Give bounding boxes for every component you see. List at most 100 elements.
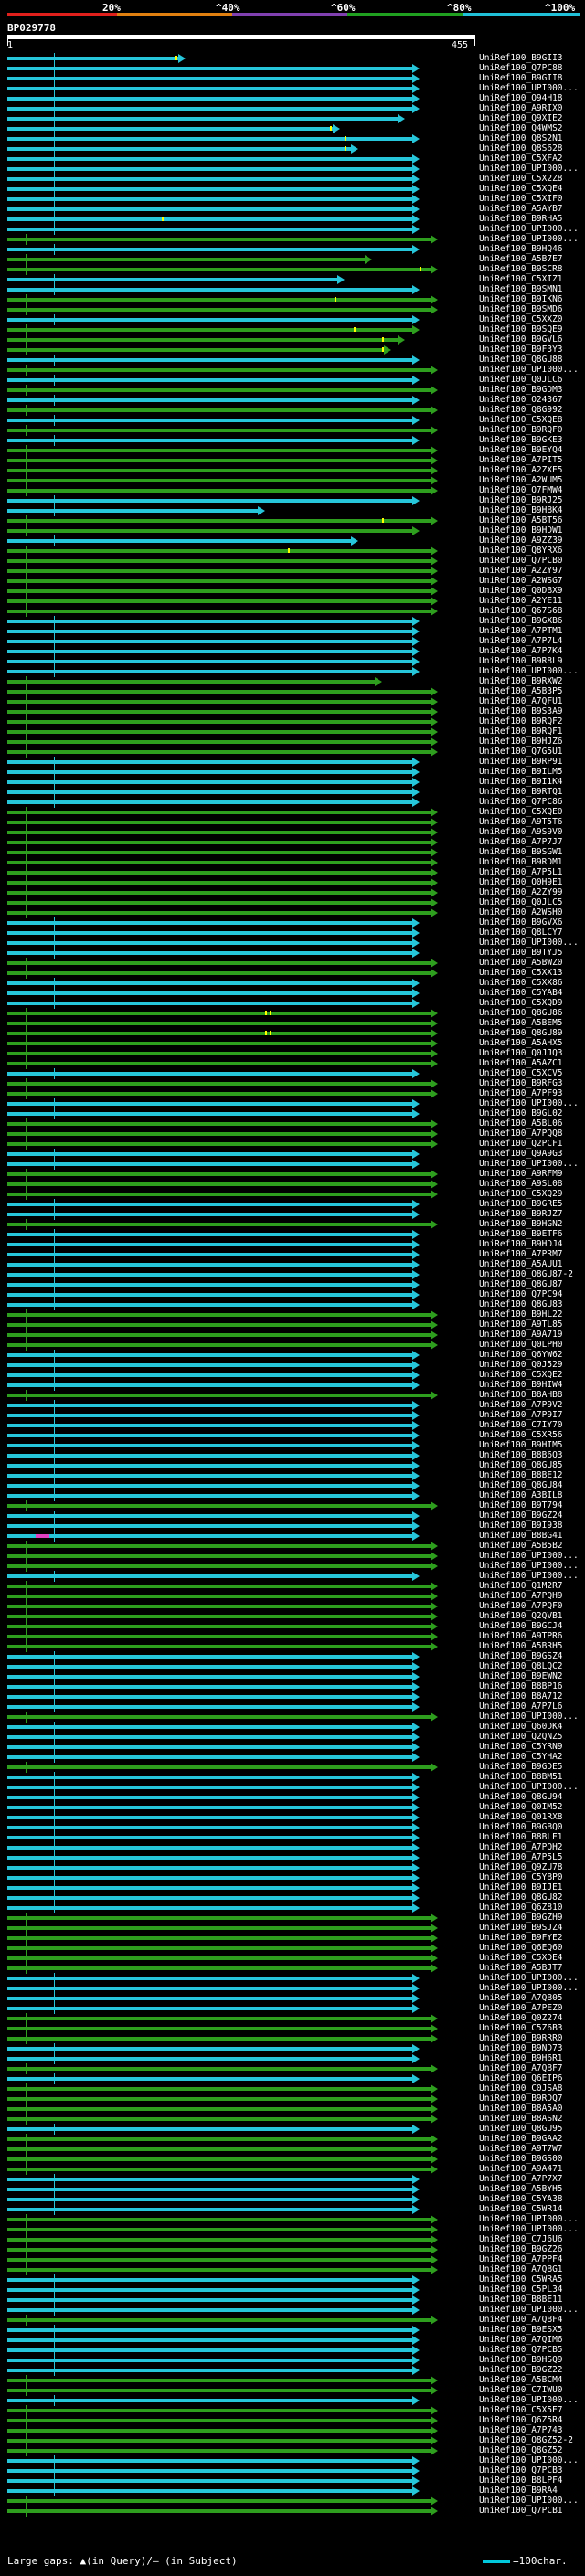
hit-id-link[interactable]: UniRef100_C5XQ29 bbox=[479, 1189, 563, 1199]
hit-row[interactable]: UniRef100_A7PQF0 bbox=[0, 1601, 585, 1612]
hit-id-link[interactable]: UniRef100_Q0IM52 bbox=[479, 1802, 563, 1812]
hit-id-link[interactable]: UniRef100_B9HIM5 bbox=[479, 1440, 563, 1450]
hit-row[interactable]: UniRef100_C5XR56 bbox=[0, 1430, 585, 1441]
hit-id-link[interactable]: UniRef100_C5XX86 bbox=[479, 978, 563, 988]
hit-id-link[interactable]: UniRef100_A3BIL8 bbox=[479, 1490, 563, 1500]
hit-row[interactable]: UniRef100_Q8LQC2 bbox=[0, 1661, 585, 1672]
hit-id-link[interactable]: UniRef100_B9SCR8 bbox=[479, 264, 563, 274]
hit-row[interactable]: UniRef100_B9GSZ4 bbox=[0, 1651, 585, 1662]
hit-id-link[interactable]: UniRef100_A7QFU1 bbox=[479, 696, 563, 706]
hit-id-link[interactable]: UniRef100_Q01RX8 bbox=[479, 1812, 563, 1822]
hit-row[interactable]: UniRef100_B9ESX5 bbox=[0, 2325, 585, 2336]
hit-row[interactable]: UniRef100_B8BM51 bbox=[0, 1772, 585, 1783]
hit-id-link[interactable]: UniRef100_A7P9V2 bbox=[479, 1400, 563, 1410]
hit-id-link[interactable]: UniRef100_B8LPF4 bbox=[479, 2475, 563, 2486]
hit-row[interactable]: UniRef100_B9RJ25 bbox=[0, 495, 585, 506]
hit-row[interactable]: UniRef100_UPI000... bbox=[0, 2496, 585, 2507]
hit-id-link[interactable]: UniRef100_UPI000... bbox=[479, 2496, 579, 2506]
hit-row[interactable]: UniRef100_B9HIM5 bbox=[0, 1440, 585, 1451]
hit-row[interactable]: UniRef100_Q7G5U1 bbox=[0, 747, 585, 758]
hit-id-link[interactable]: UniRef100_B9HSQ9 bbox=[479, 2355, 563, 2365]
hit-row[interactable]: UniRef100_B9GVX6 bbox=[0, 917, 585, 928]
hit-id-link[interactable]: UniRef100_B9GCJ4 bbox=[479, 1621, 563, 1631]
hit-id-link[interactable]: UniRef100_B9HJZ6 bbox=[479, 737, 563, 747]
hit-id-link[interactable]: UniRef100_Q0JLC5 bbox=[479, 897, 563, 907]
hit-row[interactable]: UniRef100_Q4WMS2 bbox=[0, 123, 585, 134]
hit-id-link[interactable]: UniRef100_C0JSA8 bbox=[479, 2083, 563, 2094]
hit-id-link[interactable]: UniRef100_A5BWZ0 bbox=[479, 958, 563, 968]
hit-row[interactable]: UniRef100_B9GRE5 bbox=[0, 1199, 585, 1210]
hit-row[interactable]: UniRef100_B9HGN2 bbox=[0, 1219, 585, 1230]
hit-id-link[interactable]: UniRef100_A9A471 bbox=[479, 2164, 563, 2174]
hit-id-link[interactable]: UniRef100_C5YAB4 bbox=[479, 988, 563, 998]
hit-row[interactable]: UniRef100_B9SJZ4 bbox=[0, 1923, 585, 1934]
hit-id-link[interactable]: UniRef100_Q0H9E1 bbox=[479, 877, 563, 887]
hit-row[interactable]: UniRef100_Q67S68 bbox=[0, 606, 585, 617]
hit-id-link[interactable]: UniRef100_A2ZXE5 bbox=[479, 465, 563, 475]
hit-id-link[interactable]: UniRef100_B9RFG3 bbox=[479, 1078, 563, 1088]
hit-row[interactable]: UniRef100_Q6YW62 bbox=[0, 1350, 585, 1361]
hit-id-link[interactable]: UniRef100_A7PQQ8 bbox=[479, 1129, 563, 1139]
hit-row[interactable]: UniRef100_B9RDM1 bbox=[0, 857, 585, 868]
hit-row[interactable]: UniRef100_B8A5A0 bbox=[0, 2104, 585, 2115]
hit-id-link[interactable]: UniRef100_B9RDM1 bbox=[479, 857, 563, 867]
hit-row[interactable]: UniRef100_B9S3A9 bbox=[0, 706, 585, 717]
hit-row[interactable]: UniRef100_Q7PCB0 bbox=[0, 556, 585, 567]
hit-row[interactable]: UniRef100_B8BE12 bbox=[0, 1470, 585, 1481]
hit-id-link[interactable]: UniRef100_A2YE11 bbox=[479, 596, 563, 606]
hit-id-link[interactable]: UniRef100_B9RJZ7 bbox=[479, 1209, 563, 1219]
hit-id-link[interactable]: UniRef100_A5B3P5 bbox=[479, 686, 563, 696]
hit-row[interactable]: UniRef100_A2ZXE5 bbox=[0, 465, 585, 476]
hit-row[interactable]: UniRef100_Q8GU95 bbox=[0, 2124, 585, 2135]
hit-row[interactable]: UniRef100_Q0DBX9 bbox=[0, 586, 585, 597]
hit-row[interactable]: UniRef100_C5YRN9 bbox=[0, 1742, 585, 1753]
hit-row[interactable]: UniRef100_C5PL34 bbox=[0, 2284, 585, 2295]
hit-id-link[interactable]: UniRef100_B8BG41 bbox=[479, 1531, 563, 1541]
hit-row[interactable]: UniRef100_A2WSG7 bbox=[0, 576, 585, 587]
hit-id-link[interactable]: UniRef100_Q8GU87 bbox=[479, 1279, 563, 1289]
hit-row[interactable]: UniRef100_A5BJT7 bbox=[0, 1963, 585, 1974]
hit-id-link[interactable]: UniRef100_Q6Z5R4 bbox=[479, 2415, 563, 2425]
hit-row[interactable]: UniRef100_B8BE11 bbox=[0, 2295, 585, 2306]
hit-id-link[interactable]: UniRef100_B9EWN2 bbox=[479, 1671, 563, 1681]
hit-row[interactable]: UniRef100_B9RQF1 bbox=[0, 726, 585, 737]
hit-row[interactable]: UniRef100_B8LPF4 bbox=[0, 2475, 585, 2486]
hit-id-link[interactable]: UniRef100_Q4WMS2 bbox=[479, 123, 563, 133]
hit-row[interactable]: UniRef100_Q6Z810 bbox=[0, 1903, 585, 1913]
hit-id-link[interactable]: UniRef100_A7P9I7 bbox=[479, 1410, 563, 1420]
hit-row[interactable]: UniRef100_C5WR14 bbox=[0, 2204, 585, 2215]
hit-row[interactable]: UniRef100_A7QBF4 bbox=[0, 2315, 585, 2326]
hit-row[interactable]: UniRef100_Q8GZ52-2 bbox=[0, 2435, 585, 2446]
hit-id-link[interactable]: UniRef100_A7QBG1 bbox=[479, 2264, 563, 2274]
hit-id-link[interactable]: UniRef100_A7P7L4 bbox=[479, 636, 563, 646]
hit-id-link[interactable]: UniRef100_A5AUU1 bbox=[479, 1259, 563, 1269]
hit-row[interactable]: UniRef100_B9RRR0 bbox=[0, 2033, 585, 2044]
hit-id-link[interactable]: UniRef100_B9GL02 bbox=[479, 1108, 563, 1118]
hit-id-link[interactable]: UniRef100_A7P743 bbox=[479, 2425, 563, 2435]
hit-id-link[interactable]: UniRef100_C5YRN9 bbox=[479, 1742, 563, 1752]
hit-row[interactable]: UniRef100_B8BLE1 bbox=[0, 1832, 585, 1843]
hit-id-link[interactable]: UniRef100_A2ZY97 bbox=[479, 566, 563, 576]
hit-id-link[interactable]: UniRef100_UPI000... bbox=[479, 1098, 579, 1108]
hit-row[interactable]: UniRef100_C5XQ29 bbox=[0, 1189, 585, 1200]
hit-id-link[interactable]: UniRef100_C5WRA5 bbox=[479, 2274, 563, 2284]
hit-row[interactable]: UniRef100_A7P5L5 bbox=[0, 1852, 585, 1863]
hit-id-link[interactable]: UniRef100_Q9XIE2 bbox=[479, 113, 563, 123]
hit-row[interactable]: UniRef100_A9RFM9 bbox=[0, 1169, 585, 1180]
hit-row[interactable]: UniRef100_UPI000... bbox=[0, 938, 585, 949]
hit-row[interactable]: UniRef100_B9RQF0 bbox=[0, 425, 585, 436]
hit-id-link[interactable]: UniRef100_Q8S2N1 bbox=[479, 133, 563, 143]
hit-id-link[interactable]: UniRef100_B8BE11 bbox=[479, 2295, 563, 2305]
hit-id-link[interactable]: UniRef100_Q0Z274 bbox=[479, 2013, 563, 2023]
hit-row[interactable]: UniRef100_B9GCJ4 bbox=[0, 1621, 585, 1632]
hit-row[interactable]: UniRef100_B9RDQ7 bbox=[0, 2094, 585, 2104]
hit-row[interactable]: UniRef100_A7P7L6 bbox=[0, 1701, 585, 1712]
hit-row[interactable]: UniRef100_A5BEM5 bbox=[0, 1018, 585, 1029]
hit-id-link[interactable]: UniRef100_B9T794 bbox=[479, 1500, 563, 1511]
hit-row[interactable]: UniRef100_B9FYE2 bbox=[0, 1933, 585, 1944]
hit-id-link[interactable]: UniRef100_B9RXW2 bbox=[479, 676, 563, 686]
hit-row[interactable]: UniRef100_Q01RX8 bbox=[0, 1812, 585, 1823]
hit-id-link[interactable]: UniRef100_B9HQ46 bbox=[479, 244, 563, 254]
hit-row[interactable]: UniRef100_Q8GU83 bbox=[0, 1299, 585, 1310]
hit-id-link[interactable]: UniRef100_Q0JLC6 bbox=[479, 375, 563, 385]
